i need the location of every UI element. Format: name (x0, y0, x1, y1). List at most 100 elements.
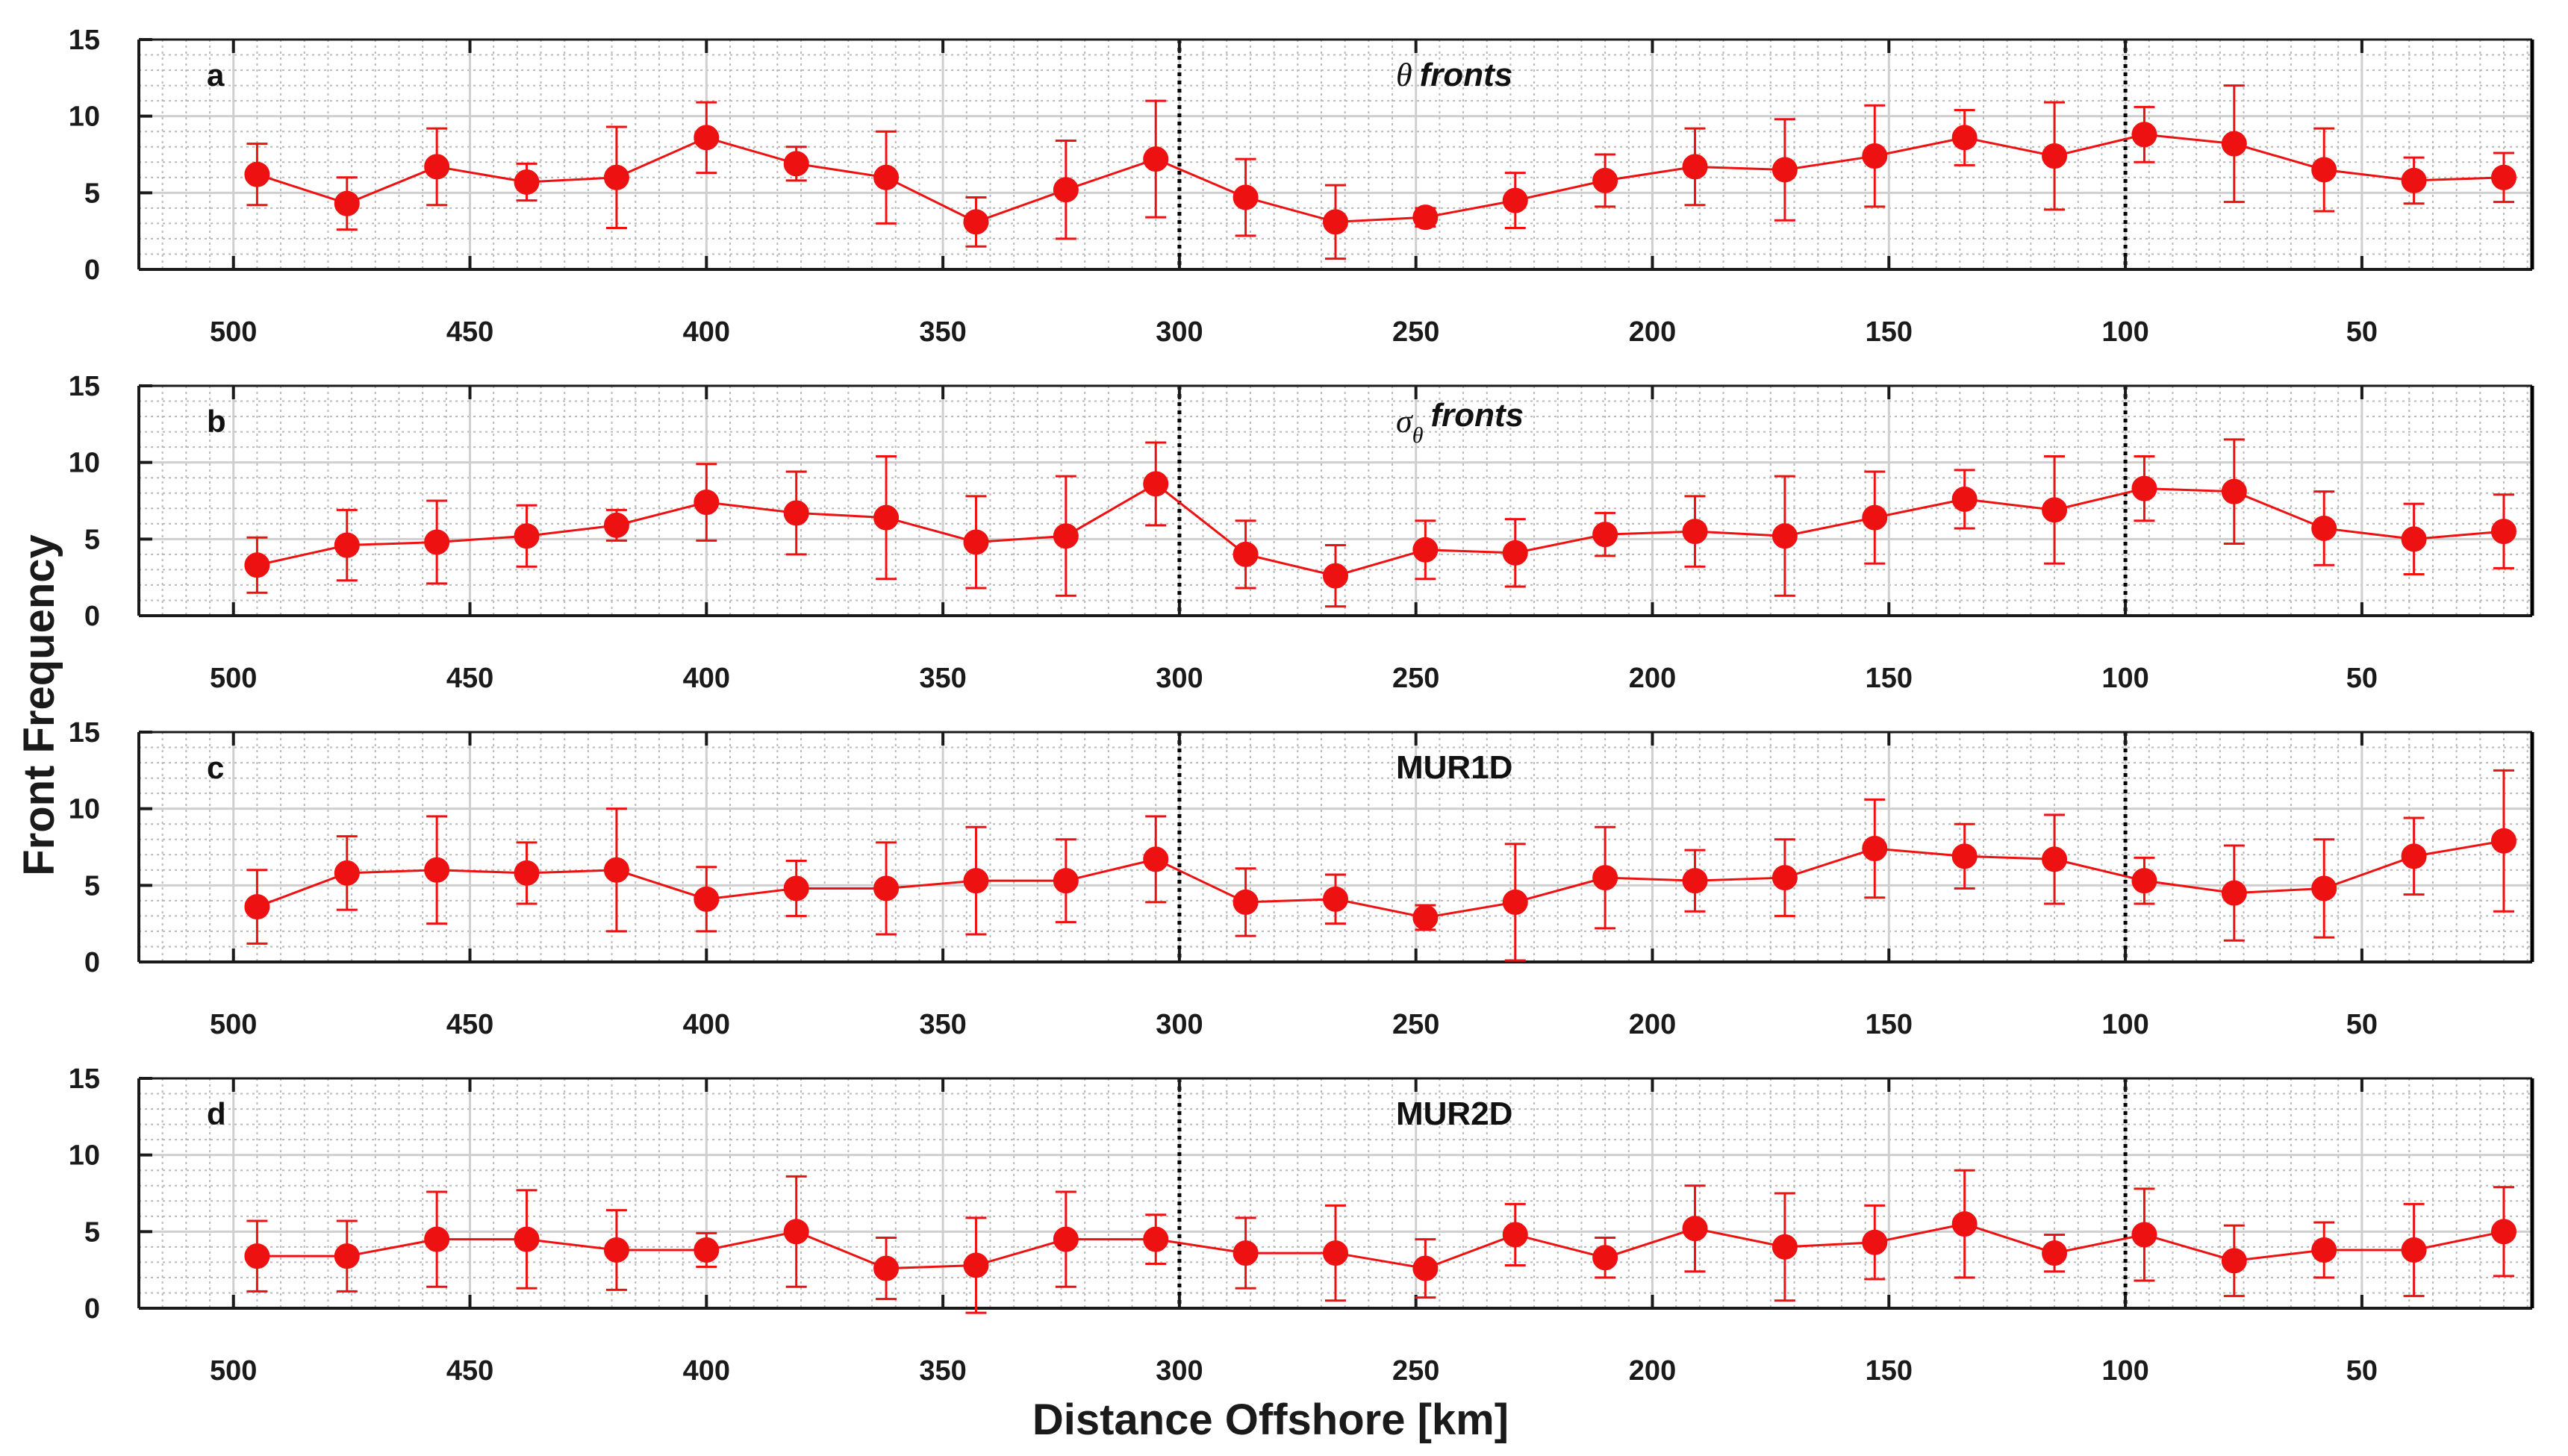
y-tick-label: 0 (84, 601, 100, 632)
x-tick-label: 400 (683, 1009, 730, 1040)
x-tick-label: 100 (2101, 1355, 2148, 1387)
x-tick-label: 50 (2346, 663, 2378, 694)
data-point (1412, 904, 1439, 931)
x-tick-label: 500 (210, 1355, 257, 1387)
data-point (2042, 143, 2068, 169)
x-tick-label: 200 (1629, 1355, 1676, 1387)
data-point (694, 886, 720, 912)
x-tick-label: 150 (1866, 316, 1913, 348)
data-point (1862, 504, 1888, 531)
x-tick-label: 350 (919, 316, 966, 348)
x-tick-label: 150 (1866, 1009, 1913, 1040)
data-point (783, 151, 809, 177)
data-point (2221, 478, 2247, 504)
data-point (1143, 471, 1169, 497)
x-tick-label: 50 (2346, 316, 2378, 348)
data-point (2221, 131, 2247, 157)
panel-label: c (207, 750, 224, 785)
data-point (1412, 204, 1439, 231)
data-point (873, 1255, 900, 1281)
y-tick-label: 15 (69, 371, 100, 402)
data-point (1682, 154, 1708, 180)
data-point (603, 164, 629, 190)
data-point (424, 857, 450, 883)
data-point (1951, 843, 1978, 869)
y-tick-label: 0 (84, 947, 100, 978)
data-point (2401, 843, 2427, 869)
data-point (424, 1226, 450, 1252)
data-point (1502, 187, 1528, 213)
x-tick-label: 100 (2101, 1009, 2148, 1040)
data-point (1951, 1211, 1978, 1237)
series-line (257, 482, 2505, 578)
data-point (2401, 1237, 2427, 1263)
data-point (1502, 1222, 1528, 1248)
x-tick-label: 250 (1392, 663, 1439, 694)
x-tick-label: 300 (1156, 316, 1203, 348)
data-point (2042, 497, 2068, 523)
data-point (424, 529, 450, 555)
data-point (1232, 1240, 1259, 1266)
x-axis-label: Distance Offshore [km] (1032, 1396, 1509, 1444)
x-tick-label: 200 (1629, 1009, 1676, 1040)
y-tick-label: 15 (69, 1063, 100, 1095)
data-point (1323, 886, 1348, 912)
data-point (1053, 177, 1079, 203)
y-axis-label: Front Frequency (15, 534, 63, 876)
data-point (963, 1252, 989, 1278)
x-tick-label: 50 (2346, 1355, 2378, 1387)
y-tick-label: 5 (84, 1216, 100, 1248)
y-tick-label: 5 (84, 524, 100, 555)
x-tick-label: 200 (1629, 316, 1676, 348)
data-point (1862, 1229, 1888, 1255)
data-point (2131, 1222, 2157, 1248)
x-tick-label: 100 (2101, 663, 2148, 694)
y-tick-label: 10 (69, 101, 100, 133)
x-tick-label: 300 (1156, 663, 1203, 694)
y-tick-label: 10 (69, 1140, 100, 1172)
x-tick-label: 200 (1629, 663, 1676, 694)
data-point (2490, 519, 2516, 545)
data-point (963, 209, 989, 235)
data-point (334, 532, 360, 558)
data-point (2131, 868, 2157, 894)
x-tick-label: 450 (446, 1009, 493, 1040)
data-point (603, 1237, 629, 1263)
data-point (1232, 541, 1259, 567)
panel-label: b (207, 404, 226, 439)
x-tick-label: 150 (1866, 663, 1913, 694)
data-point (2401, 167, 2427, 193)
data-point (603, 512, 629, 538)
data-point (2221, 1248, 2247, 1274)
data-point (1771, 157, 1798, 183)
data-point (514, 860, 540, 886)
data-point (2131, 122, 2157, 148)
data-point (1502, 540, 1528, 566)
y-tick-label: 10 (69, 448, 100, 479)
data-point (1323, 1240, 1348, 1266)
data-point (2042, 1240, 2068, 1266)
data-point (963, 868, 989, 894)
data-point (514, 169, 540, 195)
x-tick-label: 350 (919, 1355, 966, 1387)
data-point (1682, 868, 1708, 894)
x-tick-label: 250 (1392, 1355, 1439, 1387)
panel-label: a (207, 57, 225, 93)
data-point (2490, 164, 2516, 190)
panel-title: θ fronts (1396, 57, 1512, 93)
x-tick-label: 250 (1392, 316, 1439, 348)
data-point (1232, 889, 1259, 915)
data-point (873, 164, 900, 190)
data-point (1592, 167, 1618, 193)
y-tick-label: 0 (84, 1293, 100, 1325)
data-point (1232, 184, 1259, 210)
grid (139, 732, 2532, 962)
data-point (2490, 1219, 2516, 1245)
data-point (1053, 868, 1079, 894)
y-tick-label: 5 (84, 178, 100, 209)
data-point (873, 875, 900, 902)
data-point (783, 500, 809, 526)
x-tick-label: 400 (683, 1355, 730, 1387)
data-point (1862, 143, 1888, 169)
